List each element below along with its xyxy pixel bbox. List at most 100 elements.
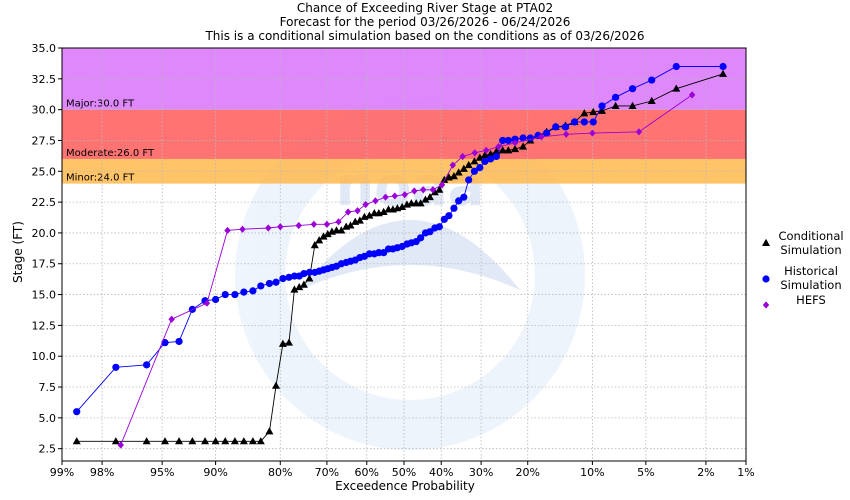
series-0-point-72 bbox=[598, 106, 607, 114]
series-1-point-58 bbox=[486, 155, 495, 163]
series-2-point-20 bbox=[429, 186, 437, 194]
series-0-point-14 bbox=[272, 381, 281, 389]
y-axis-label: Stage (FT) bbox=[11, 221, 25, 283]
axes: 2.5 5.0 7.5 10.0 12.5 15.0 17.5 20.0 22.5 25.0 27.… bbox=[32, 42, 755, 479]
series-1-point-63 bbox=[519, 134, 527, 142]
series-0-point-31 bbox=[355, 216, 364, 224]
x-tick-label-9: 30% bbox=[469, 466, 493, 479]
series-1-point-19 bbox=[300, 270, 308, 278]
series-1-point-7 bbox=[211, 295, 220, 304]
x-tick-label-6: 60% bbox=[355, 466, 379, 479]
series-2-point-11 bbox=[344, 208, 352, 216]
series-2-point-24 bbox=[471, 149, 479, 157]
series-2-point-32 bbox=[688, 91, 696, 99]
title-line-2: Forecast for the period 03/26/2026 - 06/… bbox=[280, 15, 571, 29]
x-axis-label: Exceedence Probability bbox=[335, 479, 475, 493]
series-2-point-29 bbox=[562, 130, 570, 138]
series-1-point-72 bbox=[598, 102, 606, 110]
legend-label-2-0: HEFS bbox=[796, 293, 826, 307]
series-0-point-16 bbox=[284, 338, 293, 346]
series-2-point-17 bbox=[401, 191, 408, 199]
series-0-point-75 bbox=[647, 96, 656, 105]
y-tick-label-0: 2.5 bbox=[39, 443, 57, 456]
series-0-point-8 bbox=[221, 437, 230, 445]
series-1-point-52 bbox=[455, 197, 463, 205]
series-1-point-70 bbox=[580, 118, 588, 126]
series-2-point-1 bbox=[168, 315, 175, 323]
series-0-point-2 bbox=[142, 437, 151, 445]
series-2-point-31 bbox=[635, 128, 643, 136]
series-2-point-2 bbox=[203, 299, 211, 307]
series-2-point-16 bbox=[391, 192, 398, 200]
series-1-point-64 bbox=[526, 134, 534, 142]
series-0-point-60 bbox=[498, 146, 507, 154]
series-1-point-62 bbox=[511, 135, 519, 143]
series-1-point-8 bbox=[221, 290, 229, 299]
series-1-point-76 bbox=[672, 62, 680, 71]
y-tick-label-11: 30.0 bbox=[32, 104, 57, 117]
legend-label-1-0: Historical bbox=[784, 264, 838, 278]
series-2 bbox=[117, 91, 696, 449]
y-tick-label-9: 25.0 bbox=[32, 165, 57, 178]
series-0-point-36 bbox=[379, 207, 388, 215]
x-tick-label-5: 70% bbox=[315, 466, 339, 479]
flood-band-2 bbox=[62, 48, 746, 110]
series-2-point-0 bbox=[117, 441, 124, 449]
series-2-point-30 bbox=[589, 129, 596, 137]
series-2-point-22 bbox=[449, 161, 456, 169]
legend-item-2: HEFS bbox=[762, 293, 826, 309]
series-2-point-19 bbox=[420, 186, 427, 194]
y-tick-label-2: 7.5 bbox=[39, 381, 57, 394]
legend-label-0-1: Simulation bbox=[780, 243, 841, 257]
series-1-point-71 bbox=[589, 118, 597, 126]
series-2-point-26 bbox=[495, 143, 502, 151]
series-1-point-57 bbox=[481, 157, 489, 166]
y-tick-label-3: 10.0 bbox=[32, 350, 57, 363]
series-0-point-46 bbox=[425, 192, 434, 201]
y-tick-label-4: 12.5 bbox=[32, 319, 57, 332]
series-0-point-52 bbox=[454, 168, 463, 176]
series-0-point-63 bbox=[519, 142, 528, 150]
series-0-point-62 bbox=[511, 144, 520, 153]
series-0-point-44 bbox=[416, 199, 425, 207]
x-tick-label-11: 10% bbox=[580, 466, 604, 479]
series-0-point-13 bbox=[265, 427, 274, 435]
y-tick-label-8: 22.5 bbox=[32, 196, 57, 209]
series-1-point-69 bbox=[570, 118, 579, 126]
x-tick-label-10: 20% bbox=[516, 466, 540, 479]
series-1-point-15 bbox=[279, 274, 287, 283]
series-1-point-61 bbox=[504, 136, 512, 145]
y-tick-label-6: 17.5 bbox=[32, 258, 57, 271]
series-0-point-17 bbox=[290, 285, 299, 293]
series-1-point-59 bbox=[492, 152, 500, 161]
series-0-point-71 bbox=[589, 107, 598, 116]
x-tick-label-12: 5% bbox=[637, 466, 654, 479]
series-2-point-25 bbox=[483, 146, 490, 154]
y-tick-label-1: 5.0 bbox=[39, 412, 57, 425]
x-tick-label-1: 98% bbox=[90, 466, 114, 479]
series-1-point-74 bbox=[628, 85, 637, 93]
y-tick-label-7: 20.0 bbox=[32, 227, 57, 240]
series-0-point-4 bbox=[175, 437, 184, 445]
series-0-point-18 bbox=[295, 282, 304, 291]
series-1-point-77 bbox=[719, 62, 727, 71]
series-0-point-45 bbox=[421, 195, 430, 203]
x-tick-label-3: 90% bbox=[203, 466, 227, 479]
series-0-point-47 bbox=[430, 188, 439, 196]
series-2-point-6 bbox=[277, 223, 284, 231]
series-2-point-9 bbox=[323, 220, 331, 228]
series-2-point-12 bbox=[354, 207, 361, 215]
series-2-point-14 bbox=[372, 197, 379, 205]
x-tick-label-7: 50% bbox=[392, 466, 416, 479]
series-1-point-53 bbox=[460, 193, 468, 201]
legend: ConditionalSimulationHistoricalSimulatio… bbox=[762, 229, 844, 309]
series-0-point-76 bbox=[672, 84, 681, 92]
series-2-point-5 bbox=[265, 224, 272, 232]
series-0-point-24 bbox=[323, 229, 332, 238]
series-0-point-11 bbox=[248, 437, 257, 445]
series-0-point-70 bbox=[580, 109, 589, 117]
series-0-point-15 bbox=[278, 339, 287, 347]
series-1-point-13 bbox=[265, 279, 274, 288]
